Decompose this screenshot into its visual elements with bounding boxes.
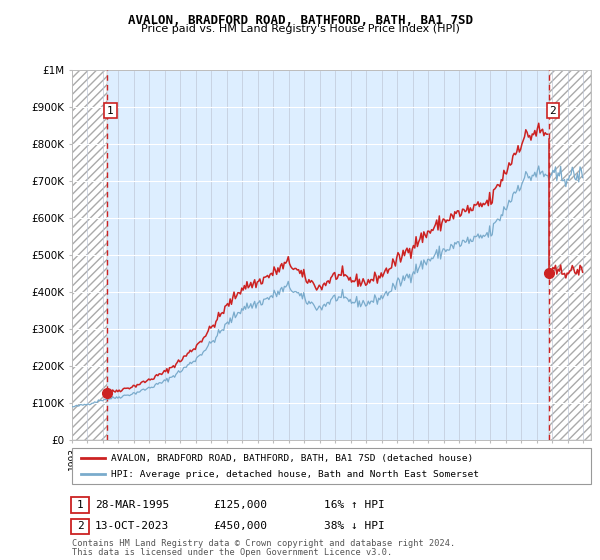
Text: £450,000: £450,000 <box>213 521 267 531</box>
Text: Price paid vs. HM Land Registry's House Price Index (HPI): Price paid vs. HM Land Registry's House … <box>140 24 460 34</box>
Text: 1: 1 <box>77 500 84 510</box>
Text: £125,000: £125,000 <box>213 500 267 510</box>
Bar <box>72 70 107 440</box>
Text: AVALON, BRADFORD ROAD, BATHFORD, BATH, BA1 7SD (detached house): AVALON, BRADFORD ROAD, BATHFORD, BATH, B… <box>111 454 473 463</box>
Text: 2: 2 <box>550 106 556 116</box>
Text: 28-MAR-1995: 28-MAR-1995 <box>95 500 169 510</box>
Text: 13-OCT-2023: 13-OCT-2023 <box>95 521 169 531</box>
Text: 2: 2 <box>77 521 84 531</box>
Text: Contains HM Land Registry data © Crown copyright and database right 2024.: Contains HM Land Registry data © Crown c… <box>72 539 455 548</box>
Text: 1: 1 <box>107 106 114 116</box>
Text: HPI: Average price, detached house, Bath and North East Somerset: HPI: Average price, detached house, Bath… <box>111 470 479 479</box>
Text: This data is licensed under the Open Government Licence v3.0.: This data is licensed under the Open Gov… <box>72 548 392 557</box>
Text: 38% ↓ HPI: 38% ↓ HPI <box>324 521 385 531</box>
Bar <box>549 70 591 440</box>
Text: 16% ↑ HPI: 16% ↑ HPI <box>324 500 385 510</box>
Text: AVALON, BRADFORD ROAD, BATHFORD, BATH, BA1 7SD: AVALON, BRADFORD ROAD, BATHFORD, BATH, B… <box>128 14 473 27</box>
